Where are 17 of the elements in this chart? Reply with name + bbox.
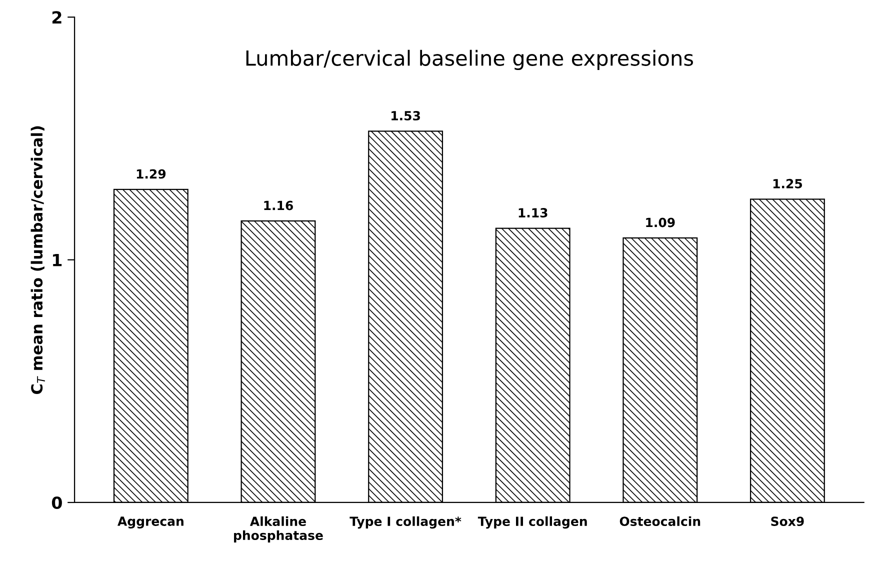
data-label: 1.13: [518, 208, 548, 218]
x-tick-label: Type I collagen*: [350, 516, 462, 529]
y-tick-label: 2: [52, 11, 62, 24]
x-tick-label: Osteocalcin: [620, 516, 700, 526]
data-label: 1.09: [646, 218, 675, 228]
data-label: 1.16: [264, 200, 293, 210]
x-tick-label: Sox9: [771, 516, 804, 526]
data-label: 1.29: [136, 169, 166, 179]
y-tick-label: 0: [52, 496, 62, 510]
x-tick-label: Alkaline phosphatase: [234, 516, 323, 542]
y-axis-title: C$_{T}$ mean ratio (lumbar/cervical): [30, 126, 45, 394]
x-tick-label: Type II collagen: [478, 516, 587, 529]
text: Lumbar/cervical baseline gene expressions: [246, 50, 694, 70]
x-tick-label: Aggrecan: [118, 516, 184, 528]
data-label: 1.25: [773, 178, 802, 188]
y-tick-label: 1: [53, 254, 62, 266]
data-label: 1.53: [392, 110, 420, 120]
